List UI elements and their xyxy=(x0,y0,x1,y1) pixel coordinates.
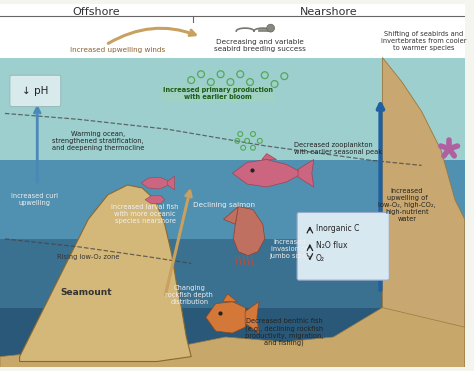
Polygon shape xyxy=(206,302,247,333)
Polygon shape xyxy=(224,207,238,224)
Polygon shape xyxy=(223,294,237,302)
Polygon shape xyxy=(233,207,265,256)
Polygon shape xyxy=(19,185,191,361)
Polygon shape xyxy=(232,160,299,187)
Text: Declining salmon: Declining salmon xyxy=(192,201,255,208)
Text: Increased
upwelling of
low-O₂, high-CO₂,
high-nutrient
water: Increased upwelling of low-O₂, high-CO₂,… xyxy=(378,188,436,221)
Polygon shape xyxy=(245,302,259,333)
Polygon shape xyxy=(0,308,465,367)
Text: Shifting of seabirds and
invertebrates from cooler
to warmer species: Shifting of seabirds and invertebrates f… xyxy=(381,31,466,51)
Polygon shape xyxy=(0,161,465,239)
Polygon shape xyxy=(383,58,465,367)
FancyBboxPatch shape xyxy=(297,213,389,280)
Text: Rising low-O₂ zone: Rising low-O₂ zone xyxy=(57,254,119,260)
Text: O₂: O₂ xyxy=(316,254,325,263)
Text: Seamount: Seamount xyxy=(61,288,112,298)
Text: Offshore: Offshore xyxy=(72,7,120,17)
Text: Decreased benthic fish
(e.g., declining rockfish
productivity, migration,
and fi: Decreased benthic fish (e.g., declining … xyxy=(245,318,323,346)
Polygon shape xyxy=(298,160,314,187)
Text: Increased curl
upwelling: Increased curl upwelling xyxy=(11,193,58,206)
Polygon shape xyxy=(141,177,169,189)
Polygon shape xyxy=(145,196,165,204)
Text: Inorganic C: Inorganic C xyxy=(316,224,359,233)
Circle shape xyxy=(267,24,274,32)
Polygon shape xyxy=(262,154,276,160)
Text: N₂O flux: N₂O flux xyxy=(316,241,347,250)
FancyBboxPatch shape xyxy=(10,75,61,106)
Text: Increased larval fish
with more oceanic
species nearshore: Increased larval fish with more oceanic … xyxy=(111,204,179,224)
Polygon shape xyxy=(0,58,465,161)
Text: Warming ocean,
strengthened stratification,
and deepening thermocline: Warming ocean, strengthened stratificati… xyxy=(52,131,144,151)
FancyBboxPatch shape xyxy=(0,4,465,58)
Text: Increased primary production
with earlier bloom: Increased primary production with earlie… xyxy=(163,87,273,100)
Text: ↓ pH: ↓ pH xyxy=(22,86,48,96)
Text: Decreasing and variable
seabird breeding success: Decreasing and variable seabird breeding… xyxy=(214,39,306,52)
Text: Decreased zooplankton
with earlier seasonal peak: Decreased zooplankton with earlier seaso… xyxy=(294,142,383,155)
Text: Increased upwelling winds: Increased upwelling winds xyxy=(70,47,165,53)
Text: Increased
invasion of
jumbo squid: Increased invasion of jumbo squid xyxy=(269,239,310,259)
Text: Changing
rockfish depth
distribution: Changing rockfish depth distribution xyxy=(165,285,213,305)
Polygon shape xyxy=(0,308,465,367)
Text: Nearshore: Nearshore xyxy=(300,7,357,17)
Polygon shape xyxy=(0,239,465,308)
Polygon shape xyxy=(168,176,174,190)
